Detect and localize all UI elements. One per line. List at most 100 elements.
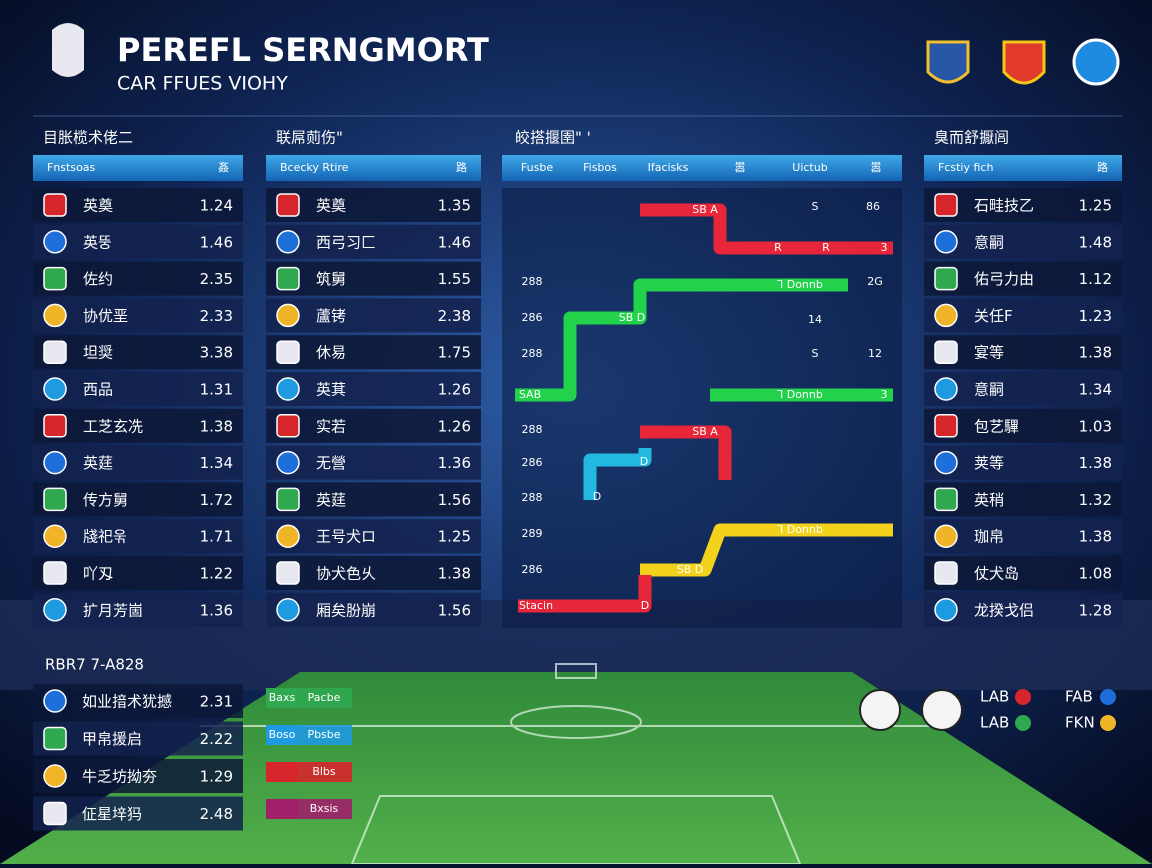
button[interactable]	[297, 725, 352, 745]
bracket-label: SB D	[619, 311, 646, 324]
team-value: 1.71	[200, 528, 233, 546]
team-value: 1.48	[1079, 233, 1112, 251]
button-chip[interactable]	[266, 762, 298, 782]
bracket-label: 288	[522, 423, 543, 436]
team-value: 1.38	[1079, 454, 1112, 472]
bracket-label: 14	[808, 313, 822, 326]
team-icon	[43, 303, 67, 328]
button[interactable]	[297, 799, 352, 819]
team-icon	[43, 524, 67, 548]
table-header	[924, 155, 1122, 181]
team-name: 意嗣	[974, 381, 1004, 399]
team-name: 协犬色乆	[316, 565, 376, 583]
bracket-label: SAB	[519, 388, 541, 401]
bracket-label: 286	[522, 563, 543, 576]
team-name: 如业揞术犹撼	[82, 693, 172, 711]
column-header: Fisbos	[583, 161, 617, 174]
team-icon	[43, 726, 67, 751]
team-value: 1.26	[438, 381, 471, 399]
team-value: 1.38	[1079, 344, 1112, 362]
bracket-label: D	[593, 490, 601, 503]
table-row	[266, 224, 481, 259]
team-name: 西弓习匚	[316, 233, 376, 251]
bracket-label: S	[812, 200, 819, 213]
column-header: Fusbe	[521, 161, 553, 174]
team-name: 英稍	[974, 491, 1004, 509]
team-name: 宴等	[974, 344, 1004, 362]
button-label: Bxsis	[310, 802, 339, 815]
team-icon	[934, 414, 958, 438]
team-icon	[934, 561, 958, 585]
team-icon	[276, 524, 300, 548]
team-name: 英奠	[316, 197, 346, 215]
title: PEREFL SERNGMORT	[117, 31, 489, 69]
team-value: 1.34	[200, 454, 233, 472]
bracket-label: 2G	[867, 275, 883, 288]
team-icon	[934, 377, 958, 401]
column-header: Uictub	[792, 161, 827, 174]
team-value: 1.46	[438, 233, 471, 251]
team-value: 2.22	[200, 730, 233, 748]
subtitle: CAR FFUES VIOHY	[117, 73, 288, 95]
team-value: 1.55	[438, 270, 471, 288]
score-flag	[1015, 715, 1031, 731]
button-label: Baxs	[269, 691, 296, 704]
button[interactable]	[297, 762, 352, 782]
table-row	[33, 224, 243, 259]
team-icon	[934, 450, 958, 475]
crest	[52, 23, 84, 77]
score-label: FKN	[1065, 714, 1095, 732]
team-value: 2.35	[200, 270, 233, 288]
team-icon	[43, 266, 67, 291]
score-flag	[1100, 689, 1116, 705]
team-icon	[276, 230, 300, 254]
team-name: 工芝玄冼	[83, 417, 143, 435]
table-row	[33, 408, 243, 443]
bracket-label: 286	[522, 456, 543, 469]
team-name: 协优垩	[83, 307, 128, 325]
team-value: 1.25	[1079, 197, 1112, 215]
team-value: 1.29	[200, 768, 233, 786]
team-icon	[43, 193, 67, 217]
team-icon	[276, 340, 300, 364]
team-name: 牋祀욲	[83, 528, 127, 546]
team-name: 荚等	[974, 454, 1004, 472]
team-name: 仗犬岛	[974, 565, 1019, 583]
bracket-label: D	[640, 455, 648, 468]
table-row	[266, 372, 481, 406]
team-value: 1.38	[438, 565, 471, 583]
team-icon	[934, 230, 958, 254]
table-row	[266, 298, 481, 333]
team-name: 佐约	[83, 270, 113, 288]
team-icon	[43, 340, 67, 364]
team-value: 1.25	[438, 528, 471, 546]
team-icon	[276, 266, 300, 291]
column-header: Fnstsoas	[47, 161, 96, 174]
team-value: 1.35	[438, 197, 471, 215]
column-header: Bcecky Rtire	[280, 161, 349, 174]
bracket-label: S	[812, 347, 819, 360]
team-name: 传方舅	[83, 491, 128, 509]
button-chip[interactable]	[266, 688, 298, 708]
team-value: 2.48	[200, 805, 233, 823]
button-chip[interactable]	[266, 725, 298, 745]
team-value: 2.38	[438, 307, 471, 325]
bracket-label: Ꞁ Donnb	[777, 388, 823, 401]
table-row	[33, 445, 243, 480]
table-row	[33, 372, 243, 406]
ball	[859, 689, 901, 731]
team-icon	[43, 561, 67, 585]
team-icon	[276, 450, 300, 475]
team-value: 1.36	[438, 454, 471, 472]
table-row	[33, 592, 243, 627]
team-icon	[934, 193, 958, 217]
button[interactable]	[297, 688, 352, 708]
team-name: 英뚱	[83, 233, 112, 251]
team-value: 1.75	[438, 344, 471, 362]
button-label: Pacbe	[308, 691, 341, 704]
bracket-label: SB A	[692, 203, 718, 216]
team-name: 王号犬ロ	[316, 528, 376, 546]
team-name: 珈帛	[974, 528, 1004, 546]
table-row	[266, 556, 481, 590]
button-chip[interactable]	[266, 799, 298, 819]
